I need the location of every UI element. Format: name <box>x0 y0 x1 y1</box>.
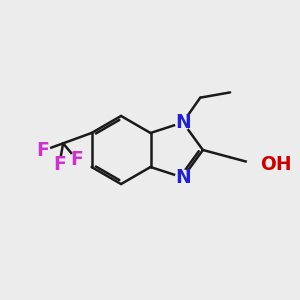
Text: F: F <box>70 150 83 170</box>
Circle shape <box>36 143 50 158</box>
Text: F: F <box>36 141 49 160</box>
Circle shape <box>70 153 84 167</box>
Circle shape <box>176 170 190 185</box>
Circle shape <box>247 155 265 173</box>
Text: F: F <box>53 155 66 174</box>
Circle shape <box>176 115 190 130</box>
Text: N: N <box>175 113 191 132</box>
Circle shape <box>52 158 67 172</box>
Text: N: N <box>175 168 191 187</box>
Text: OH: OH <box>260 155 292 174</box>
